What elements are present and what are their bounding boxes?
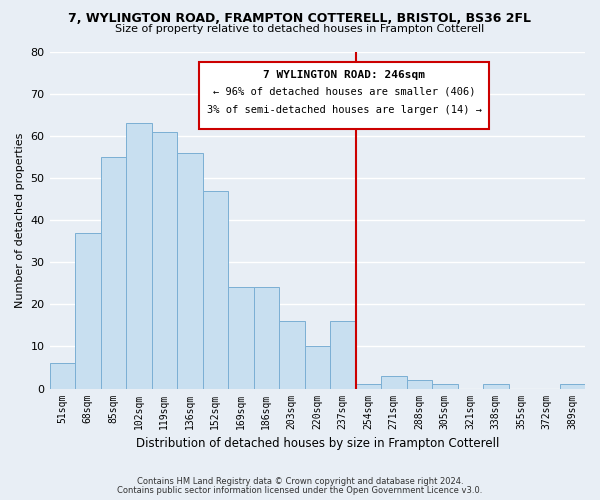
Text: Size of property relative to detached houses in Frampton Cotterell: Size of property relative to detached ho… <box>115 24 485 34</box>
Bar <box>203 190 228 388</box>
Bar <box>50 364 75 388</box>
Text: Contains public sector information licensed under the Open Government Licence v3: Contains public sector information licen… <box>118 486 482 495</box>
Bar <box>75 232 101 388</box>
Bar <box>152 132 177 388</box>
Y-axis label: Number of detached properties: Number of detached properties <box>15 132 25 308</box>
Bar <box>407 380 432 388</box>
Bar <box>279 321 305 388</box>
Text: 3% of semi-detached houses are larger (14) →: 3% of semi-detached houses are larger (1… <box>206 106 482 116</box>
FancyBboxPatch shape <box>199 62 488 129</box>
Text: ← 96% of detached houses are smaller (406): ← 96% of detached houses are smaller (40… <box>213 87 475 97</box>
Bar <box>228 288 254 388</box>
Bar <box>177 152 203 388</box>
Text: 7 WYLINGTON ROAD: 246sqm: 7 WYLINGTON ROAD: 246sqm <box>263 70 425 80</box>
Bar <box>254 288 279 388</box>
Text: 7, WYLINGTON ROAD, FRAMPTON COTTERELL, BRISTOL, BS36 2FL: 7, WYLINGTON ROAD, FRAMPTON COTTERELL, B… <box>68 12 532 26</box>
Bar <box>101 157 126 388</box>
X-axis label: Distribution of detached houses by size in Frampton Cotterell: Distribution of detached houses by size … <box>136 437 499 450</box>
Text: Contains HM Land Registry data © Crown copyright and database right 2024.: Contains HM Land Registry data © Crown c… <box>137 477 463 486</box>
Bar <box>305 346 330 389</box>
Bar <box>330 321 356 388</box>
Bar <box>381 376 407 388</box>
Bar <box>483 384 509 388</box>
Bar <box>126 123 152 388</box>
Bar <box>356 384 381 388</box>
Bar <box>432 384 458 388</box>
Bar <box>560 384 585 388</box>
